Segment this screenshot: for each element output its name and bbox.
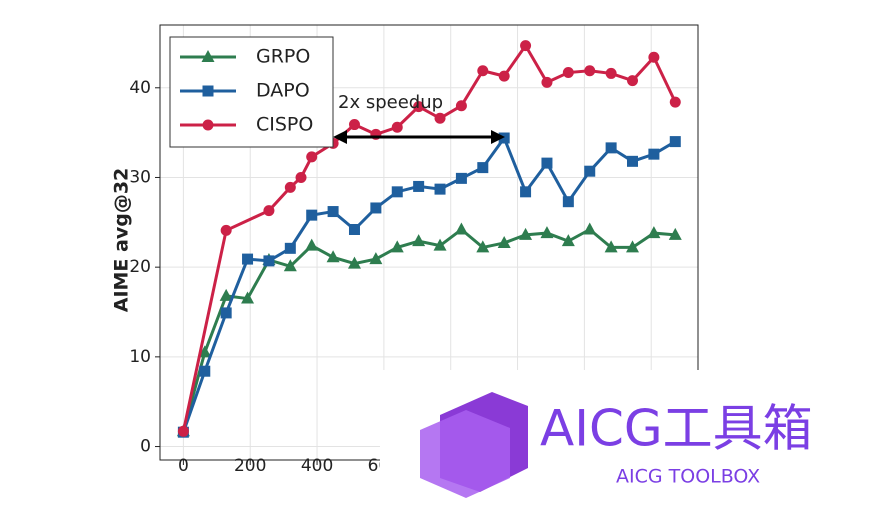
data-point xyxy=(390,240,404,253)
data-point xyxy=(263,255,275,267)
data-point xyxy=(520,40,532,52)
data-point xyxy=(584,165,596,177)
data-point xyxy=(605,67,617,79)
data-point xyxy=(327,206,339,218)
data-point xyxy=(220,224,232,236)
data-point xyxy=(283,259,297,272)
data-point xyxy=(627,75,639,87)
data-point xyxy=(284,181,296,193)
data-point xyxy=(605,142,617,154)
data-point xyxy=(391,121,403,133)
data-point xyxy=(391,186,403,198)
data-point xyxy=(434,112,446,124)
data-point xyxy=(541,157,553,169)
data-point xyxy=(477,65,489,77)
legend-marker xyxy=(202,119,214,131)
data-point xyxy=(434,183,446,195)
y-tick-label: 20 xyxy=(129,257,151,277)
legend-label: GRPO xyxy=(256,46,310,68)
data-point xyxy=(583,222,597,235)
data-point xyxy=(326,250,340,263)
data-point xyxy=(627,155,639,167)
data-point xyxy=(295,171,307,183)
data-point xyxy=(498,132,510,144)
data-point xyxy=(668,227,682,240)
data-point xyxy=(306,209,318,221)
data-point xyxy=(242,253,254,265)
legend-marker xyxy=(201,50,215,62)
data-point xyxy=(648,148,660,160)
overlay: 2x speedup xyxy=(333,92,505,144)
y-tick-label: 30 xyxy=(129,167,151,187)
data-point xyxy=(455,172,467,184)
data-point xyxy=(540,226,554,239)
watermark-logo-layer xyxy=(420,410,510,498)
data-point xyxy=(562,196,574,208)
data-point xyxy=(348,223,360,235)
annotation-arrowhead xyxy=(333,130,347,144)
data-point xyxy=(561,234,575,247)
data-point xyxy=(562,67,574,79)
legend-label: DAPO xyxy=(256,80,310,102)
data-point xyxy=(219,288,233,301)
data-point xyxy=(497,235,511,248)
annotation-arrowhead xyxy=(491,130,505,144)
data-point xyxy=(220,307,232,319)
y-tick-label: 40 xyxy=(129,78,151,98)
data-point xyxy=(284,242,296,254)
data-point xyxy=(199,365,211,377)
data-point xyxy=(177,425,189,437)
plot-area: 0102030400200400600800100012001400GRPODA… xyxy=(129,24,699,476)
x-tick-label: 400 xyxy=(301,456,333,476)
legend-label: CISPO xyxy=(256,114,313,136)
data-point xyxy=(541,76,553,88)
data-point xyxy=(413,101,425,113)
data-point xyxy=(647,226,661,239)
data-point xyxy=(347,256,361,269)
data-point xyxy=(369,252,383,265)
data-point xyxy=(412,234,426,247)
data-point xyxy=(263,205,275,217)
data-point xyxy=(498,70,510,82)
data-point xyxy=(455,100,467,112)
data-point xyxy=(626,240,640,253)
data-point xyxy=(198,345,212,358)
data-point xyxy=(520,186,532,198)
data-point xyxy=(477,162,489,174)
data-point xyxy=(370,202,382,214)
legend-marker xyxy=(202,85,214,97)
watermark-subtitle: AICG TOOLBOX xyxy=(616,466,760,488)
data-point xyxy=(433,238,447,251)
data-point xyxy=(648,51,660,63)
data-point xyxy=(241,291,255,304)
data-point xyxy=(669,96,681,108)
data-point xyxy=(305,238,319,251)
watermark: AICG工具箱 AICG TOOLBOX xyxy=(380,370,896,510)
data-point xyxy=(519,227,533,240)
data-point xyxy=(348,119,360,131)
data-point xyxy=(669,136,681,148)
y-tick-label: 10 xyxy=(129,347,151,367)
data-point xyxy=(476,240,490,253)
y-tick-label: 0 xyxy=(140,437,151,457)
x-tick-label: 0 xyxy=(178,456,189,476)
data-point xyxy=(604,240,618,253)
x-tick-label: 200 xyxy=(234,456,266,476)
data-point xyxy=(454,222,468,235)
watermark-title: AICG工具箱 xyxy=(540,400,813,458)
annotation: 2x speedup xyxy=(338,92,443,113)
y-axis-label: AIME avg@32 xyxy=(111,168,133,313)
data-point xyxy=(413,180,425,192)
data-point xyxy=(306,151,318,163)
data-point xyxy=(584,65,596,77)
